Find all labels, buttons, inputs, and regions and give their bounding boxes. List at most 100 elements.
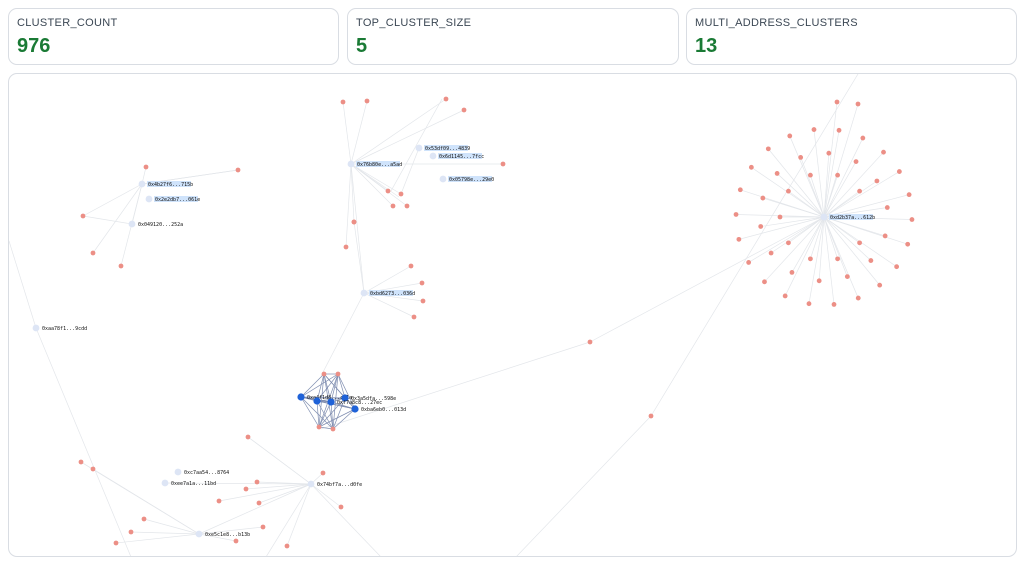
address-node — [748, 164, 754, 170]
edge — [316, 373, 325, 402]
address-node — [808, 256, 813, 262]
edge — [337, 373, 346, 399]
wallet-node[interactable] — [145, 195, 153, 203]
wallet-node[interactable] — [351, 405, 359, 413]
address-node — [419, 280, 425, 286]
wallet-node[interactable] — [32, 324, 40, 332]
address-node — [868, 258, 874, 263]
stat-card: MULTI_ADDRESS_CLUSTERS 13 — [686, 8, 1017, 65]
edge — [740, 189, 825, 218]
node-label: 0x049120...252a — [138, 222, 183, 228]
node-label: 0xe5c1e8...b13b — [205, 532, 250, 538]
address-node — [905, 241, 911, 247]
address-node — [254, 479, 260, 485]
edge — [330, 373, 339, 403]
wallet-node[interactable] — [360, 289, 368, 297]
edge — [400, 147, 420, 195]
edge — [198, 483, 312, 535]
address-node — [80, 213, 86, 219]
edge — [350, 163, 402, 195]
wallet-node[interactable] — [138, 180, 146, 188]
wallet-node[interactable] — [820, 213, 828, 221]
edge — [345, 163, 352, 248]
address-node — [404, 203, 410, 209]
address-node — [746, 260, 752, 265]
address-node — [877, 282, 883, 288]
wallet-node[interactable] — [327, 398, 335, 406]
address-node — [857, 240, 862, 246]
edge — [823, 101, 838, 218]
address-node — [316, 424, 322, 430]
address-node — [411, 314, 417, 320]
edge — [363, 265, 412, 294]
edge — [823, 171, 900, 218]
address-node — [853, 159, 859, 165]
edge — [810, 175, 825, 218]
edge — [748, 216, 825, 263]
label-highlight — [438, 153, 482, 159]
address-node — [806, 301, 812, 307]
address-node — [768, 250, 774, 256]
address-node — [90, 250, 96, 256]
node-label: 0x6d1145...7fcc — [439, 154, 484, 160]
address-node — [351, 219, 357, 225]
wallet-node[interactable] — [347, 160, 355, 168]
address-node — [736, 236, 742, 242]
edge — [82, 215, 133, 225]
edge — [143, 518, 200, 535]
address-node — [765, 146, 771, 152]
wallet-node[interactable] — [195, 530, 203, 538]
edge — [256, 481, 312, 485]
edge — [316, 400, 320, 428]
edge — [823, 216, 872, 261]
wallet-node[interactable] — [429, 152, 437, 160]
wallet-node[interactable] — [174, 468, 182, 476]
address-node — [78, 459, 84, 465]
edge — [82, 183, 143, 217]
address-node — [385, 188, 391, 194]
edge — [316, 400, 356, 410]
stat-value: 13 — [695, 35, 718, 57]
address-node — [256, 500, 262, 506]
edge — [350, 163, 408, 207]
wallet-node[interactable] — [128, 220, 136, 228]
edge — [350, 98, 447, 165]
node-label: 0xf7a8c8...27ec — [337, 400, 382, 406]
edge — [823, 103, 859, 218]
address-node — [857, 188, 862, 194]
wallet-node[interactable] — [161, 479, 169, 487]
node-label: 0x05798e...29e0 — [449, 177, 494, 183]
edge — [320, 341, 591, 430]
address-node — [762, 279, 767, 285]
edge — [332, 397, 346, 430]
wallet-node[interactable] — [415, 144, 423, 152]
address-node — [216, 498, 222, 504]
wallet-node[interactable] — [439, 175, 447, 183]
label-highlight — [829, 214, 873, 220]
wallet-node[interactable] — [297, 393, 305, 401]
stat-value: 5 — [356, 35, 368, 57]
address-node — [774, 171, 780, 176]
address-node — [390, 203, 396, 209]
label-highlight — [448, 176, 492, 182]
address-node — [874, 178, 880, 184]
node-label: 0xbd6273...036d — [370, 291, 415, 297]
address-node — [338, 504, 344, 510]
wallet-node[interactable] — [341, 394, 349, 402]
edge — [810, 216, 825, 259]
address-node — [855, 295, 861, 301]
edge — [332, 408, 356, 430]
address-node — [881, 149, 886, 155]
edge — [350, 163, 394, 207]
edge — [266, 483, 312, 556]
edge — [353, 221, 365, 294]
stat-label: MULTI_ADDRESS_CLUSTERS — [695, 17, 858, 29]
wallet-node[interactable] — [307, 480, 315, 488]
edge — [310, 483, 342, 508]
address-node — [808, 172, 813, 178]
wallet-node[interactable] — [313, 397, 321, 405]
network-graph: 0x4b27f6...715b 0x2e2db7...061e 0x049120..… — [9, 74, 915, 556]
edge — [300, 396, 346, 399]
edge — [589, 216, 825, 343]
